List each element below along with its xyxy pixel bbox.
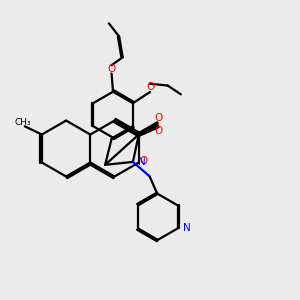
Text: O: O [154,113,163,123]
Text: N: N [138,158,146,167]
Text: O: O [107,64,116,74]
Text: CH₃: CH₃ [14,118,31,127]
Text: O: O [139,156,147,166]
Text: O: O [146,82,154,92]
Text: O: O [154,126,163,136]
Text: N: N [183,224,191,233]
